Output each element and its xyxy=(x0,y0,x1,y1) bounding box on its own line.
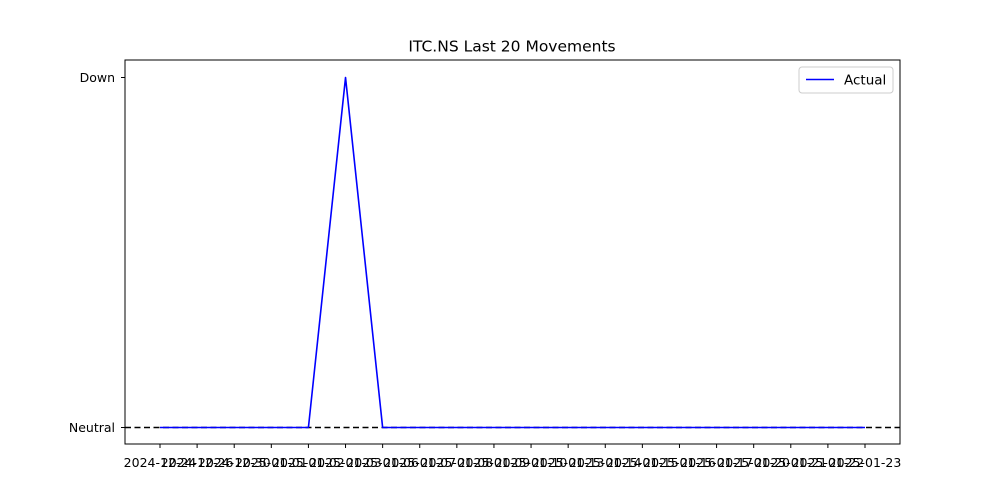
x-tick-label: 2025-01-21 xyxy=(754,455,827,470)
plot-frame xyxy=(124,59,901,445)
x-tick-label: 2025-01-02 xyxy=(272,455,345,470)
x-tick-label: 2024-12-26 xyxy=(161,455,234,470)
x-tick-label: 2025-01-15 xyxy=(606,455,679,470)
x-tick-label: 2025-01-16 xyxy=(643,455,716,470)
legend-label-actual: Actual xyxy=(844,73,886,89)
x-tick-label: 2025-01-09 xyxy=(458,455,531,470)
x-tick-label: 2025-01-13 xyxy=(532,455,605,470)
x-tick-label: 2024-12-24 xyxy=(124,455,197,470)
x-tick-label: 2025-01-01 xyxy=(235,455,308,470)
x-tick-label: 2025-01-22 xyxy=(792,455,865,470)
y-tick-label: Down xyxy=(80,70,115,85)
y-axis: Neutral Down xyxy=(69,70,125,435)
x-tick-label: 2025-01-06 xyxy=(346,455,419,470)
plot-area xyxy=(125,60,900,444)
y-tick-label: Neutral xyxy=(69,420,115,435)
series-layer xyxy=(160,76,865,429)
legend-box xyxy=(798,66,894,94)
x-tick-label: 2025-01-03 xyxy=(309,455,382,470)
legend: Actual xyxy=(798,66,894,94)
x-tick-label: 2025-01-14 xyxy=(569,455,642,470)
x-tick-label: 2025-01-17 xyxy=(680,455,753,470)
x-tick-label: 2025-01-07 xyxy=(383,455,456,470)
x-tick-label: 2025-01-20 xyxy=(717,455,790,470)
x-tick-label: 2025-01-10 xyxy=(495,455,568,470)
x-tick-label: 2025-01-08 xyxy=(421,455,494,470)
x-tick-label: 2024-12-30 xyxy=(198,455,271,470)
x-tick-label: 2025-01-23 xyxy=(829,455,902,470)
chart-title: ITC.NS Last 20 Movements xyxy=(408,38,615,56)
x-axis: 2024-12-242024-12-262024-12-302025-01-01… xyxy=(124,444,902,470)
series-line-actual xyxy=(160,76,865,429)
